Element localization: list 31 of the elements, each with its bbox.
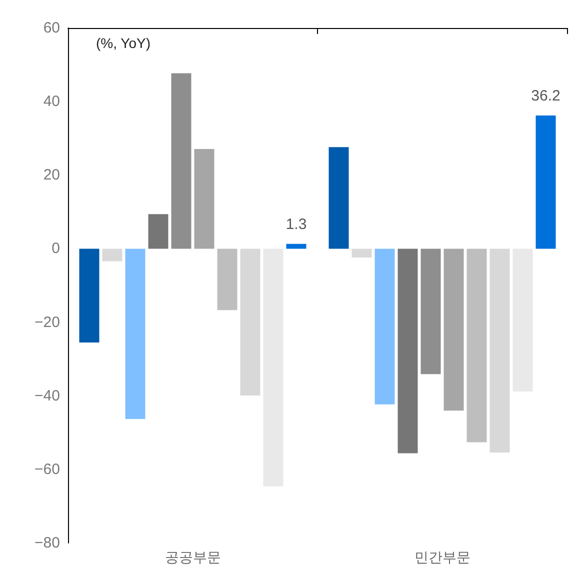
bar <box>286 244 306 249</box>
y-tick-label: 40 <box>43 93 60 110</box>
bar <box>536 116 556 249</box>
x-tick-label: 민간부문 <box>414 550 470 566</box>
bar <box>352 248 372 258</box>
bar <box>148 214 168 249</box>
y-tick-label: −80 <box>34 534 60 552</box>
y-tick-label: 20 <box>43 166 60 184</box>
y-tick-label: 0 <box>52 240 60 258</box>
bar <box>102 248 122 262</box>
y-tick-label: 60 <box>43 20 60 36</box>
bar <box>466 248 487 442</box>
data-label: 1.3 <box>286 216 307 233</box>
bar <box>420 248 441 374</box>
bar <box>217 248 238 310</box>
annotation: (%, YoY) <box>96 35 150 51</box>
y-tick-label: −20 <box>34 314 60 331</box>
bar <box>171 73 192 249</box>
y-tick-label: −40 <box>34 387 60 404</box>
bar <box>444 248 464 411</box>
data-label: 36.2 <box>531 88 560 105</box>
bar <box>240 248 260 396</box>
bar <box>490 248 510 453</box>
bar <box>374 248 395 404</box>
x-tick-label: 공공부문 <box>164 550 221 566</box>
y-tick-label: −60 <box>34 460 60 478</box>
bar <box>125 248 146 420</box>
bar <box>398 248 418 454</box>
bar <box>79 248 100 343</box>
bar <box>328 147 349 249</box>
bar <box>194 149 214 249</box>
